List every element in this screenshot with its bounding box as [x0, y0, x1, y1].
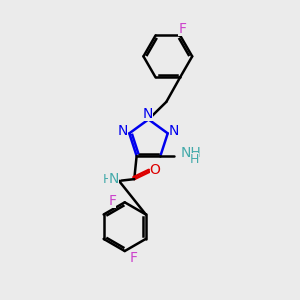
Text: O: O	[150, 163, 160, 177]
Text: N: N	[143, 107, 153, 121]
Text: N: N	[108, 172, 119, 186]
Text: NH: NH	[180, 146, 201, 160]
Text: H: H	[103, 172, 112, 186]
Text: N: N	[169, 124, 179, 138]
Text: F: F	[130, 250, 138, 265]
Text: F: F	[178, 22, 186, 36]
Text: H: H	[190, 153, 200, 166]
Text: N: N	[118, 124, 128, 138]
Text: F: F	[108, 194, 116, 208]
